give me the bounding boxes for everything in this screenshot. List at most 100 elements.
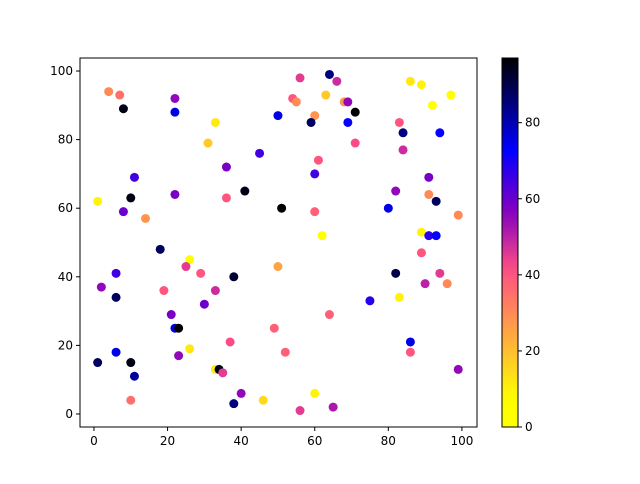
colorbar-axis: 0 20 40 60 80 (518, 116, 540, 434)
data-point (416, 248, 426, 258)
data-point (111, 292, 121, 302)
data-point (431, 231, 441, 241)
data-point (129, 172, 139, 182)
data-point (405, 347, 415, 357)
x-axis: 0 20 40 60 80 100 (90, 427, 473, 448)
data-point (155, 244, 165, 254)
data-point (394, 117, 404, 127)
y-tick-label: 80 (58, 133, 73, 147)
data-point (350, 138, 360, 148)
data-point (229, 399, 239, 409)
data-point (383, 203, 393, 213)
data-point (115, 90, 125, 100)
data-point (291, 97, 301, 107)
data-point (111, 347, 121, 357)
data-point (306, 117, 316, 127)
data-point (350, 107, 360, 117)
data-point (203, 138, 213, 148)
data-point (126, 193, 136, 203)
data-point (310, 388, 320, 398)
data-point (420, 279, 430, 289)
data-point (405, 76, 415, 86)
data-point (427, 100, 437, 110)
data-point (310, 111, 320, 121)
y-tick-label: 0 (65, 407, 73, 421)
data-point (185, 344, 195, 354)
data-point (310, 207, 320, 217)
colorbar-tick-label: 60 (525, 192, 540, 206)
data-point (229, 272, 239, 282)
data-point (295, 73, 305, 83)
data-point (405, 337, 415, 347)
data-point (442, 279, 452, 289)
x-tick-label: 100 (450, 434, 473, 448)
data-point (118, 207, 128, 217)
data-point (269, 323, 279, 333)
data-point (170, 189, 180, 199)
data-point (218, 368, 228, 378)
data-point (240, 186, 250, 196)
y-tick-label: 20 (58, 338, 73, 352)
data-point (210, 286, 220, 296)
data-point (277, 203, 287, 213)
data-point (424, 172, 434, 182)
y-axis: 0 20 40 60 80 100 (50, 64, 80, 421)
data-point (280, 347, 290, 357)
data-point (118, 104, 128, 114)
data-point (126, 395, 136, 405)
data-point (210, 117, 220, 127)
data-point (394, 292, 404, 302)
data-point (424, 231, 434, 241)
data-point (221, 162, 231, 172)
data-point (398, 128, 408, 138)
colorbar-tick-label: 0 (525, 420, 533, 434)
data-point (221, 193, 231, 203)
data-point (258, 395, 268, 405)
data-point (166, 310, 176, 320)
data-point (317, 231, 327, 241)
data-point (424, 189, 434, 199)
data-point (255, 148, 265, 158)
data-point (273, 111, 283, 121)
data-point (159, 286, 169, 296)
data-point (170, 93, 180, 103)
data-point (310, 169, 320, 179)
y-tick-label: 40 (58, 270, 73, 284)
data-point (225, 337, 235, 347)
data-point (273, 262, 283, 272)
y-tick-label: 100 (50, 64, 73, 78)
data-point (416, 80, 426, 90)
x-tick-label: 60 (307, 434, 322, 448)
data-point (321, 90, 331, 100)
data-point (416, 227, 426, 237)
data-point (93, 358, 103, 368)
data-point (398, 145, 408, 155)
data-point (129, 371, 139, 381)
data-point (391, 268, 401, 278)
x-tick-label: 40 (234, 434, 249, 448)
data-point (328, 402, 338, 412)
data-point (295, 406, 305, 416)
x-tick-label: 0 (90, 434, 98, 448)
data-point (174, 323, 184, 333)
data-point (332, 76, 342, 86)
y-tick-label: 60 (58, 201, 73, 215)
data-point (435, 128, 445, 138)
colorbar-tick-label: 40 (525, 268, 540, 282)
data-point (391, 186, 401, 196)
data-point (96, 282, 106, 292)
axes-frame (79, 57, 478, 428)
data-point (435, 268, 445, 278)
data-point (140, 213, 150, 223)
data-point (181, 262, 191, 272)
data-point (446, 90, 456, 100)
data-point (324, 310, 334, 320)
data-point (174, 351, 184, 361)
data-point (199, 299, 209, 309)
points-layer (93, 69, 463, 416)
data-point (111, 268, 121, 278)
data-point (196, 268, 206, 278)
data-point (343, 97, 353, 107)
colorbar (501, 57, 519, 428)
